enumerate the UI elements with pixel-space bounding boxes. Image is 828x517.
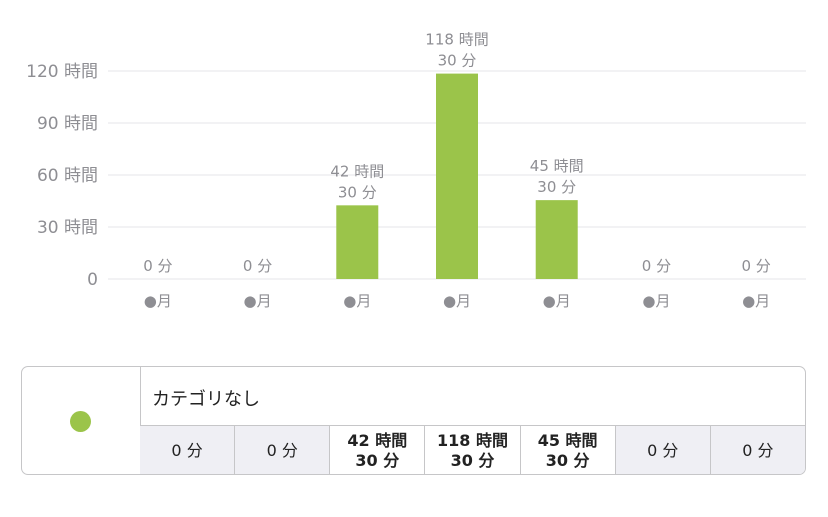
value-cell-7[interactable]: 0 分 [709,426,805,474]
bar-value-label-4: 118 時間 30 分 [425,31,488,70]
y-tick-label-1: 30 時間 [37,218,98,238]
bar-5 [535,200,578,279]
value-cell-1[interactable]: 0 分 [140,426,235,474]
value-cell-6[interactable]: 0 分 [614,426,710,474]
x-tick-label-6: ●月 [642,292,670,310]
value-cell-4[interactable]: 118 時間 30 分 [424,426,520,474]
legend-table: カテゴリなし 0 分 0 分 42 時間 30 分 118 時間 30 分 45… [21,366,806,475]
legend-swatch-cell [22,367,141,474]
x-tick-label-1: ●月 [144,292,172,310]
y-tick-label-3: 90 時間 [37,114,98,134]
bar-chart: 0 30 時間 60 時間 90 時間 120 時間 0 分 ●月 0 分 ●月 42 時間 30 … [26,31,806,310]
value-cell-3[interactable]: 42 時間 30 分 [329,426,425,474]
y-tick-label-2: 60 時間 [37,166,98,186]
x-tick-label-7: ●月 [742,292,770,310]
bar-value-label-7: 0 分 [741,257,770,275]
y-tick-label-0: 0 [87,270,98,290]
x-tick-label-4: ●月 [443,292,471,310]
bar-value-label-1: 0 分 [143,257,172,275]
bar-value-label-6: 0 分 [642,257,671,275]
legend-color-swatch [70,411,91,432]
bar-3 [336,205,379,279]
bar-value-label-3: 42 時間 30 分 [330,162,384,201]
x-tick-label-5: ●月 [543,292,571,310]
bar-4 [436,73,478,279]
value-cell-5[interactable]: 45 時間 30 分 [519,426,615,474]
value-cell-2[interactable]: 0 分 [234,426,330,474]
value-row: 0 分 0 分 42 時間 30 分 118 時間 30 分 45 時間 30 … [140,425,805,474]
x-tick-label-2: ●月 [244,292,272,310]
category-name: カテゴリなし [152,389,260,410]
bar-value-label-5: 45 時間 30 分 [530,157,584,196]
y-tick-label-4: 120 時間 [26,62,98,82]
x-tick-label-3: ●月 [343,292,371,310]
bar-value-label-2: 0 分 [243,257,272,275]
